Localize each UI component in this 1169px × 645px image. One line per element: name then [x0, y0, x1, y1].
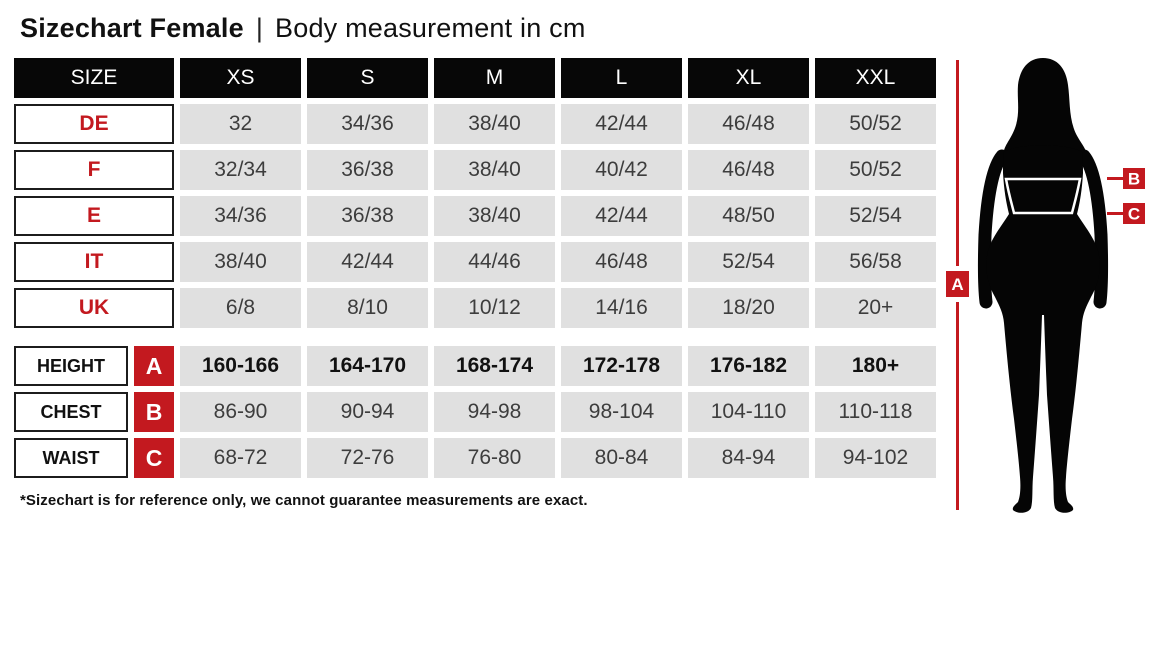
table-cell: 110-118 — [815, 392, 936, 432]
marker-box-a — [946, 271, 969, 297]
table-row-height: HEIGHT A 160-166 164-170 168-174 172-178… — [14, 346, 936, 386]
female-silhouette-left-arm — [977, 149, 1009, 309]
table-cell: 94-102 — [815, 438, 936, 478]
chest-waist-band-outline — [1004, 177, 1082, 215]
table-cell: 6/8 — [180, 288, 301, 328]
title-separator: | — [255, 13, 264, 43]
table-cell: 176-182 — [688, 346, 809, 386]
column-header-m: M — [434, 58, 555, 98]
table-cell: 46/48 — [688, 104, 809, 144]
column-header-xxl: XXL — [815, 58, 936, 98]
table-row-f: F 32/34 36/38 38/40 40/42 46/48 50/52 — [14, 150, 936, 190]
table-cell: 38/40 — [434, 150, 555, 190]
table-cell: 50/52 — [815, 150, 936, 190]
table-cell: 14/16 — [561, 288, 682, 328]
size-table: SIZE XS S M L XL XXL DE 32 34/36 38/40 4… — [14, 58, 936, 484]
marker-box-b-label: B — [1128, 170, 1140, 189]
table-cell: 168-174 — [434, 346, 555, 386]
row-label-height: HEIGHT — [14, 346, 128, 386]
table-cell: 52/54 — [688, 242, 809, 282]
table-cell: 68-72 — [180, 438, 301, 478]
table-cell: 34/36 — [180, 196, 301, 236]
table-cell: 104-110 — [688, 392, 809, 432]
marker-box-a-label: A — [951, 275, 963, 294]
table-cell: 38/40 — [434, 104, 555, 144]
column-header-xl: XL — [688, 58, 809, 98]
marker-box-b — [1123, 168, 1145, 189]
header-size-label: SIZE — [14, 58, 174, 98]
female-silhouette-body — [986, 145, 1100, 513]
column-header-l: L — [561, 58, 682, 98]
row-label-e: E — [14, 196, 174, 236]
row-label-uk: UK — [14, 288, 174, 328]
table-cell: 76-80 — [434, 438, 555, 478]
row-label-de: DE — [14, 104, 174, 144]
table-cell: 172-178 — [561, 346, 682, 386]
marker-box-c — [1123, 203, 1145, 224]
marker-box-c-label: C — [1128, 205, 1140, 224]
table-cell: 18/20 — [688, 288, 809, 328]
table-cell: 36/38 — [307, 196, 428, 236]
page-title: Sizechart Female | Body measurement in cm — [20, 13, 586, 44]
marker-letter-a: A — [134, 346, 174, 386]
title-subtitle: Body measurement in cm — [275, 13, 586, 43]
table-row-waist: WAIST C 68-72 72-76 76-80 80-84 84-94 94… — [14, 438, 936, 478]
table-cell: 34/36 — [307, 104, 428, 144]
row-label-it: IT — [14, 242, 174, 282]
title-main: Sizechart Female — [20, 13, 244, 43]
table-cell: 164-170 — [307, 346, 428, 386]
table-cell: 46/48 — [561, 242, 682, 282]
table-cell: 20+ — [815, 288, 936, 328]
marker-letter-b: B — [134, 392, 174, 432]
table-cell: 32 — [180, 104, 301, 144]
table-cell: 46/48 — [688, 150, 809, 190]
table-cell: 56/58 — [815, 242, 936, 282]
table-cell: 90-94 — [307, 392, 428, 432]
column-header-xs: XS — [180, 58, 301, 98]
row-label-waist: WAIST — [14, 438, 128, 478]
table-cell: 50/52 — [815, 104, 936, 144]
table-cell: 98-104 — [561, 392, 682, 432]
table-cell: 36/38 — [307, 150, 428, 190]
column-header-s: S — [307, 58, 428, 98]
table-cell: 42/44 — [307, 242, 428, 282]
table-cell: 8/10 — [307, 288, 428, 328]
marker-letter-c: C — [134, 438, 174, 478]
female-silhouette-hair — [1003, 58, 1087, 165]
table-cell: 52/54 — [815, 196, 936, 236]
table-cell: 38/40 — [434, 196, 555, 236]
table-cell: 72-76 — [307, 438, 428, 478]
table-cell: 32/34 — [180, 150, 301, 190]
table-cell: 42/44 — [561, 196, 682, 236]
table-cell: 180+ — [815, 346, 936, 386]
table-row-it: IT 38/40 42/44 44/46 46/48 52/54 56/58 — [14, 242, 936, 282]
table-header-row: SIZE XS S M L XL XXL — [14, 58, 936, 98]
table-cell: 160-166 — [180, 346, 301, 386]
table-row-uk: UK 6/8 8/10 10/12 14/16 18/20 20+ — [14, 288, 936, 328]
table-cell: 38/40 — [180, 242, 301, 282]
table-cell: 48/50 — [688, 196, 809, 236]
table-row-chest: CHEST B 86-90 90-94 94-98 98-104 104-110… — [14, 392, 936, 432]
table-cell: 86-90 — [180, 392, 301, 432]
table-row-e: E 34/36 36/38 38/40 42/44 48/50 52/54 — [14, 196, 936, 236]
table-cell: 10/12 — [434, 288, 555, 328]
footnote-disclaimer: *Sizechart is for reference only, we can… — [20, 492, 588, 509]
row-label-chest: CHEST — [14, 392, 128, 432]
table-cell: 80-84 — [561, 438, 682, 478]
table-cell: 40/42 — [561, 150, 682, 190]
row-label-f: F — [14, 150, 174, 190]
table-cell: 94-98 — [434, 392, 555, 432]
table-cell: 42/44 — [561, 104, 682, 144]
table-cell: 84-94 — [688, 438, 809, 478]
table-cell: 44/46 — [434, 242, 555, 282]
table-row-de: DE 32 34/36 38/40 42/44 46/48 50/52 — [14, 104, 936, 144]
female-silhouette-right-arm — [1077, 149, 1109, 309]
measurement-figure: A B C — [946, 58, 1145, 513]
